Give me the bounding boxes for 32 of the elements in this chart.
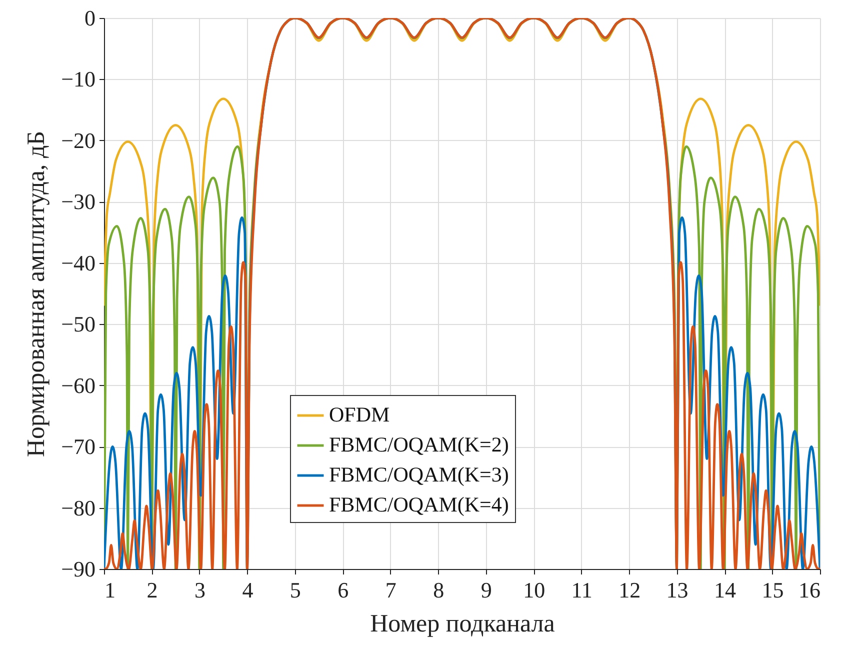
x-tick-label: 8	[433, 578, 444, 602]
y-tick-label: −80	[61, 495, 96, 520]
x-tick-label: 1	[104, 578, 116, 602]
legend-label: FBMC/OQAM(K=2)	[329, 432, 509, 456]
y-tick-label: −90	[61, 556, 96, 582]
x-tick-label: 2	[146, 578, 158, 602]
x-tick-label: 7	[385, 578, 396, 602]
x-tick-label: 11	[571, 578, 592, 602]
y-tick-label: −10	[61, 66, 96, 92]
x-tick-label: 3	[194, 578, 206, 602]
legend-label: OFDM	[329, 402, 390, 426]
x-tick-label: 14	[714, 578, 736, 602]
x-tick-label: 15	[762, 578, 784, 602]
x-tick-label: 5	[290, 578, 301, 602]
legend-label: FBMC/OQAM(K=3)	[329, 462, 509, 486]
y-tick-label: 0	[84, 6, 96, 30]
y-tick-label: −60	[61, 372, 96, 398]
x-tick-label: 6	[338, 578, 349, 602]
legend-label: FBMC/OQAM(K=4)	[329, 492, 509, 516]
y-tick-label: −30	[61, 189, 96, 214]
y-tick-label: −20	[61, 128, 96, 153]
x-tick-label: 12	[618, 578, 641, 602]
y-tick-label: −40	[61, 250, 96, 276]
y-tick-label: −50	[61, 312, 96, 337]
y-tick-label: −70	[61, 434, 96, 460]
x-tick-label: 10	[523, 578, 546, 602]
x-tick-label: 4	[242, 578, 254, 602]
x-axis-title: Номер подканала	[370, 610, 555, 638]
x-tick-label: 16	[798, 578, 820, 602]
x-tick-label: 13	[666, 578, 688, 602]
y-axis-title: Нормированная амплитуда, дБ	[23, 130, 50, 458]
x-tick-label: 9	[480, 578, 492, 602]
